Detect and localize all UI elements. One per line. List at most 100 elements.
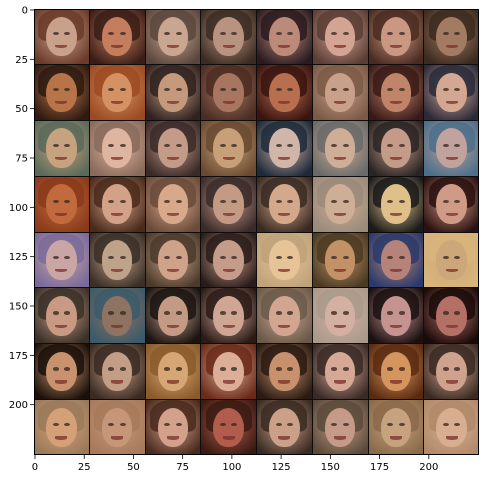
y-tick-label-50: 50 xyxy=(15,104,28,115)
y-tick-label-25: 25 xyxy=(15,55,28,66)
face xyxy=(157,16,189,57)
mouth xyxy=(389,436,402,440)
face xyxy=(46,240,77,280)
face-tile-r1-c2 xyxy=(89,9,145,64)
mouth xyxy=(55,156,68,161)
eye-left xyxy=(331,199,338,203)
face xyxy=(213,296,244,336)
eye-left xyxy=(331,32,338,36)
eye-right xyxy=(454,423,461,427)
face-tile-r8-c8 xyxy=(424,400,479,455)
face xyxy=(324,351,356,392)
eye-left xyxy=(108,199,115,203)
eye-left xyxy=(52,199,59,203)
mouth xyxy=(334,101,347,105)
mouth xyxy=(445,212,458,217)
eye-right xyxy=(175,199,182,203)
eye-right xyxy=(64,311,71,315)
mouth xyxy=(111,324,124,328)
mouth xyxy=(278,324,291,328)
eye-right xyxy=(175,87,182,92)
mouth xyxy=(389,324,402,328)
face-tile-r7-c4 xyxy=(201,344,256,400)
eye-right xyxy=(175,423,182,427)
eye-right xyxy=(175,255,182,259)
eye-right xyxy=(287,367,294,371)
face xyxy=(269,184,300,224)
eye-left xyxy=(275,32,282,36)
face-tile-r4-c7 xyxy=(368,176,424,232)
eye-left xyxy=(219,367,226,371)
mouth xyxy=(111,380,124,384)
mouth xyxy=(111,156,124,161)
face xyxy=(269,72,300,113)
face-tile-r7-c8 xyxy=(424,344,479,400)
eye-left xyxy=(331,255,338,259)
face xyxy=(46,16,77,57)
x-tick-label-75: 75 xyxy=(176,462,189,473)
mouth xyxy=(222,324,235,328)
eye-right xyxy=(454,255,461,259)
eye-right xyxy=(287,255,294,259)
face xyxy=(46,296,77,336)
face-tile-r3-c7 xyxy=(368,120,424,176)
eye-left xyxy=(108,311,115,315)
x-tick-label-0: 0 xyxy=(32,462,38,473)
mouth xyxy=(445,101,458,105)
eye-left xyxy=(219,87,226,92)
face-tile-r8-c3 xyxy=(145,400,201,455)
eye-left xyxy=(164,87,171,92)
face-tile-r4-c6 xyxy=(312,176,368,232)
y-tick-label-150: 150 xyxy=(9,302,28,313)
image-grid xyxy=(34,9,479,455)
eye-left xyxy=(331,311,338,315)
face xyxy=(101,351,133,392)
face-tile-r7-c6 xyxy=(312,344,368,400)
eye-right xyxy=(287,143,294,148)
eye-left xyxy=(164,199,171,203)
eye-left xyxy=(52,143,59,148)
face-tile-r7-c5 xyxy=(257,344,312,400)
mouth xyxy=(278,45,291,49)
face-tile-r3-c1 xyxy=(34,120,89,176)
face xyxy=(46,351,77,392)
mouth xyxy=(222,45,235,49)
face xyxy=(269,16,300,57)
face-tile-r3-c8 xyxy=(424,120,479,176)
eye-right xyxy=(231,311,238,315)
face-tile-r2-c1 xyxy=(34,64,89,120)
face-tile-r5-c7 xyxy=(368,232,424,288)
eye-left xyxy=(275,87,282,92)
face xyxy=(101,16,133,57)
eye-left xyxy=(331,87,338,92)
face xyxy=(380,16,412,57)
y-tick-label-75: 75 xyxy=(15,153,28,164)
face-tile-r3-c3 xyxy=(145,120,201,176)
face-tile-r6-c4 xyxy=(201,288,256,344)
mouth xyxy=(55,436,68,440)
mouth xyxy=(334,212,347,217)
face xyxy=(46,407,77,448)
eye-right xyxy=(64,32,71,36)
eye-left xyxy=(331,423,338,427)
face-tile-r7-c1 xyxy=(34,344,89,400)
eye-left xyxy=(164,143,171,148)
mouth xyxy=(445,45,458,49)
eye-right xyxy=(398,367,405,371)
face xyxy=(101,296,133,336)
face xyxy=(380,72,412,113)
face-tile-r6-c1 xyxy=(34,288,89,344)
eye-right xyxy=(119,255,126,259)
face xyxy=(213,351,244,392)
face-tile-r1-c5 xyxy=(257,9,312,64)
mouth xyxy=(55,380,68,384)
eye-left xyxy=(331,367,338,371)
face xyxy=(101,407,133,448)
eye-right xyxy=(119,87,126,92)
eye-left xyxy=(219,311,226,315)
face xyxy=(157,407,189,448)
mouth xyxy=(278,101,291,105)
eye-right xyxy=(342,367,349,371)
eye-right xyxy=(398,32,405,36)
mouth xyxy=(445,156,458,161)
